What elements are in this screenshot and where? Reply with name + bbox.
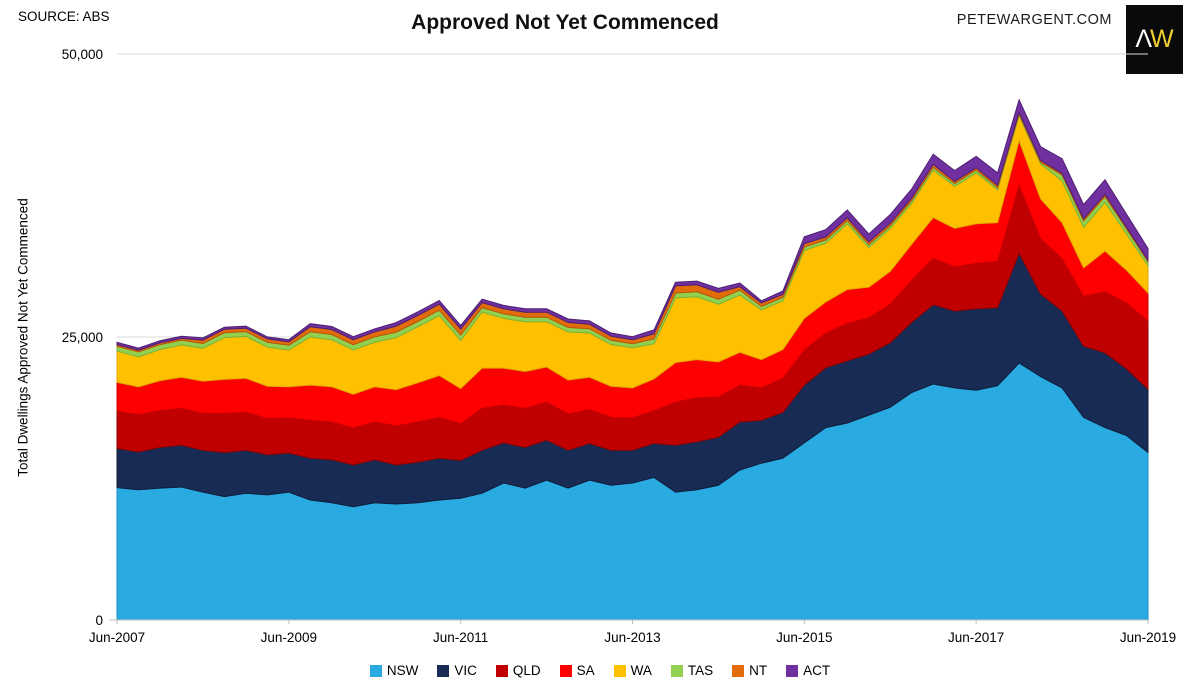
petewargent-logo: Λ W xyxy=(1126,5,1183,74)
y-axis-label: 25,000 xyxy=(62,330,103,345)
page-title: Approved Not Yet Commenced xyxy=(411,11,719,34)
logo-w-glyph: W xyxy=(1150,25,1174,53)
legend-swatch-tas xyxy=(670,664,683,677)
y-axis-label: 50,000 xyxy=(62,47,103,62)
legend-label-qld: QLD xyxy=(512,663,541,678)
legend-label-sa: SA xyxy=(576,663,595,678)
legend-swatch-vic xyxy=(437,664,450,677)
legend-label-nsw: NSW xyxy=(386,663,419,678)
legend-label-vic: VIC xyxy=(454,663,477,678)
legend-item-qld: QLD xyxy=(495,663,541,678)
legend-item-tas: TAS xyxy=(670,663,714,678)
logo-lambda-glyph: Λ xyxy=(1135,25,1152,53)
legend-label-nt: NT xyxy=(749,663,768,678)
x-axis-label: Jun-2017 xyxy=(948,630,1004,645)
legend-label-tas: TAS xyxy=(687,663,714,678)
legend-item-sa: SA xyxy=(559,663,595,678)
x-axis-label: Jun-2009 xyxy=(261,630,317,645)
legend-item-vic: VIC xyxy=(437,663,477,678)
source-label: SOURCE: ABS xyxy=(18,9,110,24)
y-axis-label: 0 xyxy=(95,613,103,628)
legend-label-act: ACT xyxy=(803,663,831,678)
x-axis-label: Jun-2015 xyxy=(776,630,832,645)
legend-swatch-wa xyxy=(613,664,626,677)
area-series-act xyxy=(116,98,1149,351)
legend-swatch-sa xyxy=(559,664,572,677)
x-axis-label: Jun-2007 xyxy=(89,630,145,645)
legend-swatch-nt xyxy=(732,664,745,677)
legend-label-wa: WA xyxy=(630,663,652,678)
legend-item-nt: NT xyxy=(732,663,767,678)
legend-swatch-qld xyxy=(495,664,508,677)
x-axis-label: Jun-2013 xyxy=(604,630,660,645)
x-axis-label: Jun-2019 xyxy=(1120,630,1176,645)
legend-item-act: ACT xyxy=(786,663,830,678)
brand-label: PETEWARGENT.COM xyxy=(956,12,1112,28)
legend-swatch-act xyxy=(786,664,799,677)
legend-item-nsw: NSW xyxy=(369,663,419,678)
legend-swatch-nsw xyxy=(369,664,382,677)
chart-legend: NSW VIC QLD SA WA TAS NT ACT xyxy=(0,663,1200,678)
x-axis-label: Jun-2011 xyxy=(433,630,488,645)
legend-item-wa: WA xyxy=(613,663,652,678)
